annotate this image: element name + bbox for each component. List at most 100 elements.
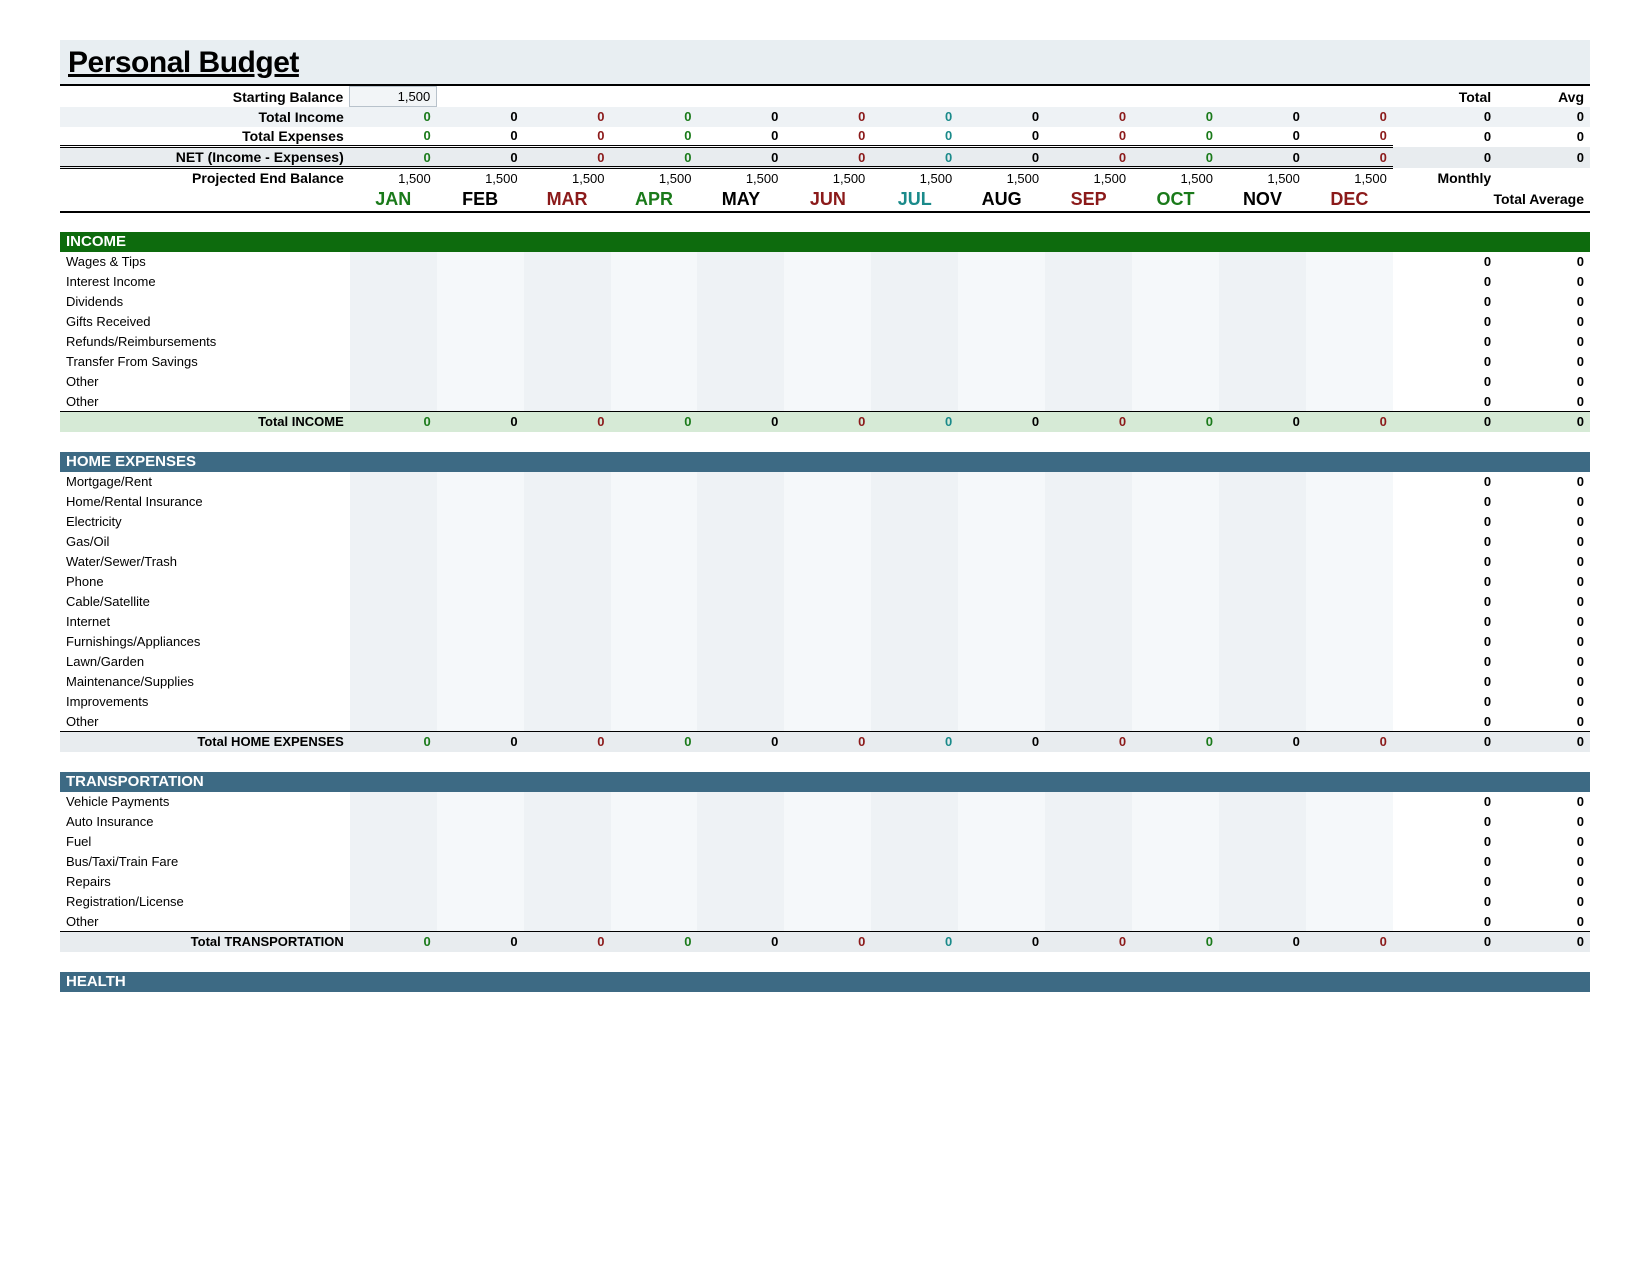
cell-home-11-m0[interactable] <box>350 692 437 712</box>
cell-home-10-m0[interactable] <box>350 672 437 692</box>
cell-income-3-m10[interactable] <box>1219 312 1306 332</box>
cell-home-5-m6[interactable] <box>871 572 958 592</box>
cell-income-4-m3[interactable] <box>611 332 698 352</box>
cell-transport-0-m9[interactable] <box>1132 792 1219 812</box>
cell-income-4-m1[interactable] <box>437 332 524 352</box>
cell-income-0-m3[interactable] <box>611 252 698 272</box>
cell-income-0-m1[interactable] <box>437 252 524 272</box>
cell-income-0-m9[interactable] <box>1132 252 1219 272</box>
cell-home-6-m6[interactable] <box>871 592 958 612</box>
cell-home-10-m3[interactable] <box>611 672 698 692</box>
cell-home-4-m5[interactable] <box>784 552 871 572</box>
cell-home-8-m11[interactable] <box>1306 632 1393 652</box>
cell-home-3-m0[interactable] <box>350 532 437 552</box>
cell-income-4-m11[interactable] <box>1306 332 1393 352</box>
cell-home-11-m7[interactable] <box>958 692 1045 712</box>
cell-home-0-m1[interactable] <box>437 472 524 492</box>
cell-home-4-m6[interactable] <box>871 552 958 572</box>
cell-income-7-m2[interactable] <box>524 392 611 412</box>
cell-home-2-m2[interactable] <box>524 512 611 532</box>
cell-home-1-m6[interactable] <box>871 492 958 512</box>
cell-home-2-m7[interactable] <box>958 512 1045 532</box>
cell-income-2-m6[interactable] <box>871 292 958 312</box>
cell-home-10-m8[interactable] <box>1045 672 1132 692</box>
cell-transport-3-m0[interactable] <box>350 852 437 872</box>
cell-home-5-m11[interactable] <box>1306 572 1393 592</box>
cell-income-3-m3[interactable] <box>611 312 698 332</box>
cell-transport-1-m5[interactable] <box>784 812 871 832</box>
cell-income-3-m4[interactable] <box>697 312 784 332</box>
cell-transport-4-m0[interactable] <box>350 872 437 892</box>
cell-home-0-m3[interactable] <box>611 472 698 492</box>
cell-home-6-m7[interactable] <box>958 592 1045 612</box>
cell-home-10-m9[interactable] <box>1132 672 1219 692</box>
cell-income-1-m0[interactable] <box>350 272 437 292</box>
cell-income-7-m3[interactable] <box>611 392 698 412</box>
cell-transport-3-m6[interactable] <box>871 852 958 872</box>
cell-income-6-m5[interactable] <box>784 372 871 392</box>
cell-income-5-m2[interactable] <box>524 352 611 372</box>
cell-income-6-m6[interactable] <box>871 372 958 392</box>
cell-income-2-m8[interactable] <box>1045 292 1132 312</box>
cell-income-0-m6[interactable] <box>871 252 958 272</box>
cell-home-8-m3[interactable] <box>611 632 698 652</box>
cell-home-10-m10[interactable] <box>1219 672 1306 692</box>
cell-transport-3-m1[interactable] <box>437 852 524 872</box>
cell-income-5-m5[interactable] <box>784 352 871 372</box>
cell-home-12-m7[interactable] <box>958 712 1045 732</box>
cell-transport-6-m0[interactable] <box>350 912 437 932</box>
cell-home-12-m9[interactable] <box>1132 712 1219 732</box>
cell-home-10-m2[interactable] <box>524 672 611 692</box>
cell-home-7-m6[interactable] <box>871 612 958 632</box>
cell-transport-2-m3[interactable] <box>611 832 698 852</box>
cell-home-9-m4[interactable] <box>697 652 784 672</box>
cell-home-3-m2[interactable] <box>524 532 611 552</box>
cell-income-3-m5[interactable] <box>784 312 871 332</box>
cell-transport-6-m8[interactable] <box>1045 912 1132 932</box>
cell-income-1-m10[interactable] <box>1219 272 1306 292</box>
cell-home-2-m4[interactable] <box>697 512 784 532</box>
cell-home-4-m2[interactable] <box>524 552 611 572</box>
cell-home-2-m9[interactable] <box>1132 512 1219 532</box>
cell-transport-4-m7[interactable] <box>958 872 1045 892</box>
cell-income-7-m11[interactable] <box>1306 392 1393 412</box>
cell-transport-5-m10[interactable] <box>1219 892 1306 912</box>
cell-income-0-m10[interactable] <box>1219 252 1306 272</box>
cell-income-5-m0[interactable] <box>350 352 437 372</box>
cell-income-2-m7[interactable] <box>958 292 1045 312</box>
cell-home-4-m0[interactable] <box>350 552 437 572</box>
cell-home-5-m10[interactable] <box>1219 572 1306 592</box>
cell-transport-1-m3[interactable] <box>611 812 698 832</box>
cell-income-0-m2[interactable] <box>524 252 611 272</box>
cell-transport-6-m7[interactable] <box>958 912 1045 932</box>
cell-transport-1-m0[interactable] <box>350 812 437 832</box>
starting-balance-input[interactable]: 1,500 <box>350 87 437 107</box>
cell-transport-0-m2[interactable] <box>524 792 611 812</box>
cell-income-6-m2[interactable] <box>524 372 611 392</box>
cell-home-3-m7[interactable] <box>958 532 1045 552</box>
cell-income-3-m7[interactable] <box>958 312 1045 332</box>
cell-income-1-m11[interactable] <box>1306 272 1393 292</box>
cell-income-1-m6[interactable] <box>871 272 958 292</box>
cell-income-0-m7[interactable] <box>958 252 1045 272</box>
cell-home-1-m0[interactable] <box>350 492 437 512</box>
cell-income-7-m10[interactable] <box>1219 392 1306 412</box>
cell-income-2-m11[interactable] <box>1306 292 1393 312</box>
cell-transport-1-m1[interactable] <box>437 812 524 832</box>
cell-transport-5-m11[interactable] <box>1306 892 1393 912</box>
cell-transport-5-m7[interactable] <box>958 892 1045 912</box>
cell-home-11-m8[interactable] <box>1045 692 1132 712</box>
cell-home-10-m7[interactable] <box>958 672 1045 692</box>
cell-home-4-m1[interactable] <box>437 552 524 572</box>
cell-home-5-m0[interactable] <box>350 572 437 592</box>
cell-transport-5-m0[interactable] <box>350 892 437 912</box>
cell-income-1-m2[interactable] <box>524 272 611 292</box>
cell-home-8-m7[interactable] <box>958 632 1045 652</box>
cell-transport-2-m7[interactable] <box>958 832 1045 852</box>
cell-home-1-m4[interactable] <box>697 492 784 512</box>
cell-income-1-m7[interactable] <box>958 272 1045 292</box>
cell-transport-1-m10[interactable] <box>1219 812 1306 832</box>
cell-home-1-m1[interactable] <box>437 492 524 512</box>
cell-home-6-m11[interactable] <box>1306 592 1393 612</box>
cell-home-0-m5[interactable] <box>784 472 871 492</box>
